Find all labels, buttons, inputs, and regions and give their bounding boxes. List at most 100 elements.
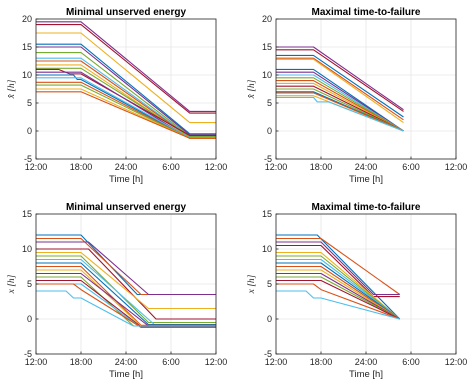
- series-line-0: [36, 21, 216, 112]
- y-tick-label: 10: [262, 70, 272, 80]
- series-line-4: [36, 46, 216, 136]
- x-tick-label: 18:00: [70, 162, 93, 172]
- y-tick-label: -5: [264, 349, 272, 359]
- x-tick-label: 12:00: [445, 162, 468, 172]
- series-line-4: [276, 58, 404, 124]
- x-axis-label: Time [h]: [109, 174, 143, 185]
- series-line-12: [276, 88, 404, 132]
- y-tick-label: 5: [27, 98, 32, 108]
- y-tick-label: 5: [267, 279, 272, 289]
- y-tick-label: -5: [24, 349, 32, 359]
- x-tick-label: 24:00: [355, 357, 378, 367]
- series-line-1: [36, 24, 216, 114]
- y-tick-label: 15: [22, 209, 32, 219]
- x-tick-label: 12:00: [265, 357, 288, 367]
- series-line-17: [36, 91, 216, 139]
- series-line-2: [276, 241, 400, 296]
- series-line-3: [276, 57, 404, 121]
- x-axis-label: Time [h]: [349, 174, 383, 185]
- series-line-2: [36, 32, 216, 124]
- x-tick-label: 12:00: [25, 162, 48, 172]
- series-group: [276, 234, 401, 320]
- series-line-14: [276, 290, 400, 320]
- chart-title: Maximal time-to-failure: [312, 7, 421, 18]
- series-line-5: [276, 255, 401, 320]
- x-tick-label: 24:00: [115, 357, 138, 367]
- series-line-2: [276, 54, 404, 118]
- series-line-10: [276, 82, 404, 132]
- series-line-13: [276, 283, 400, 320]
- series-line-2: [36, 241, 216, 296]
- x-tick-label: 6:00: [402, 357, 420, 367]
- series-line-8: [276, 265, 401, 320]
- y-tick-label: 5: [27, 279, 32, 289]
- series-line-4: [276, 251, 401, 320]
- series-line-0: [276, 234, 401, 320]
- y-tick-label: 20: [22, 14, 32, 24]
- series-line-10: [276, 272, 401, 320]
- x-tick-label: 6:00: [402, 162, 420, 172]
- x-tick-label: 12:00: [205, 162, 228, 172]
- y-tick-label: 5: [267, 98, 272, 108]
- series-line-3: [276, 244, 400, 298]
- series-line-7: [36, 262, 216, 326]
- y-tick-label: 0: [27, 314, 32, 324]
- y-axis-label: x [h]: [7, 274, 17, 294]
- series-line-7: [36, 60, 216, 138]
- x-tick-label: 12:00: [445, 357, 468, 367]
- series-line-4: [36, 251, 216, 310]
- series-group: [276, 46, 404, 132]
- y-tick-label: 0: [267, 314, 272, 324]
- y-tick-label: 0: [267, 126, 272, 136]
- series-line-10: [36, 68, 216, 137]
- series-line-6: [276, 258, 401, 320]
- y-axis-label: x̂ [h]: [6, 79, 17, 99]
- series-line-13: [36, 77, 216, 139]
- x-axis-label: Time [h]: [109, 369, 143, 380]
- series-line-8: [276, 77, 404, 132]
- series-line-0: [276, 46, 404, 111]
- chart-title: Minimal unserved energy: [66, 7, 186, 18]
- chart-title: Maximal time-to-failure: [312, 202, 421, 213]
- y-tick-label: 10: [22, 70, 32, 80]
- series-line-5: [36, 52, 216, 137]
- y-axis-label: x̂ [h]: [246, 79, 257, 99]
- x-tick-label: 6:00: [162, 162, 180, 172]
- series-line-14: [36, 283, 216, 328]
- x-tick-label: 18:00: [70, 357, 93, 367]
- y-tick-label: 0: [27, 126, 32, 136]
- y-tick-label: 15: [22, 42, 32, 52]
- y-tick-label: 15: [262, 209, 272, 219]
- y-tick-label: -5: [264, 154, 272, 164]
- x-tick-label: 6:00: [162, 357, 180, 367]
- series-group: [36, 21, 216, 139]
- series-line-12: [276, 279, 400, 320]
- series-line-3: [36, 43, 216, 135]
- series-line-9: [276, 269, 401, 320]
- series-line-11: [276, 276, 401, 320]
- series-line-1: [276, 237, 401, 295]
- y-tick-label: 10: [22, 244, 32, 254]
- series-line-3: [36, 248, 216, 320]
- chart-tl: 12:00 18:00 24:00 6:00 12:00-505101520Minima…: [6, 7, 227, 185]
- x-tick-label: 18:00: [310, 357, 333, 367]
- x-tick-label: 12:00: [205, 357, 228, 367]
- chart-bl: 12:00 18:00 24:00 6:00 12:00-5051015Minimal …: [7, 202, 227, 380]
- series-group: [36, 234, 216, 328]
- series-line-16: [276, 96, 404, 132]
- y-tick-label: 15: [262, 42, 272, 52]
- y-tick-label: 20: [262, 14, 272, 24]
- series-line-1: [276, 49, 404, 112]
- x-axis-label: Time [h]: [349, 369, 383, 380]
- x-tick-label: 18:00: [310, 162, 333, 172]
- x-tick-label: 24:00: [115, 162, 138, 172]
- y-axis-label: x [h]: [247, 274, 257, 294]
- y-tick-label: 10: [262, 244, 272, 254]
- series-line-14: [276, 92, 404, 132]
- series-line-7: [276, 262, 401, 320]
- series-line-6: [276, 71, 404, 132]
- series-line-9: [36, 67, 216, 138]
- series-line-8: [36, 265, 216, 326]
- series-line-9: [276, 80, 404, 132]
